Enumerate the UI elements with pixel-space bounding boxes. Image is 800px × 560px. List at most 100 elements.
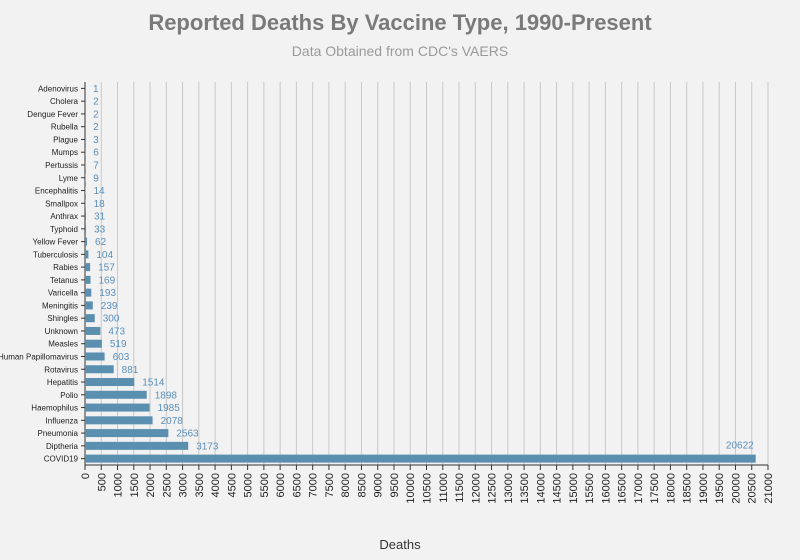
x-tick-label: 17000 — [633, 473, 645, 504]
x-tick-label: 13000 — [503, 473, 515, 504]
y-tick-label: Encephalitis — [35, 187, 78, 196]
bar — [85, 352, 105, 361]
data-label: 1514 — [142, 378, 165, 389]
x-axis-label: Deaths — [379, 537, 421, 552]
y-tick-label: Mumps — [52, 148, 78, 157]
x-tick-label: 18500 — [682, 473, 694, 504]
x-tick-label: 0 — [80, 473, 92, 479]
y-tick-label: Hepatitis — [47, 378, 78, 387]
bar — [85, 339, 102, 348]
x-tick-label: 2500 — [161, 473, 173, 497]
bar — [85, 224, 87, 233]
y-tick-label: Rotavirus — [44, 365, 78, 374]
y-tick-label: Anthrax — [50, 212, 78, 221]
y-tick-label: Pertussis — [45, 161, 78, 170]
bar — [85, 212, 87, 221]
x-tick-label: 500 — [96, 473, 108, 491]
y-tick-label: Cholera — [50, 97, 79, 106]
x-tick-label: 9000 — [373, 473, 385, 497]
data-label: 473 — [108, 326, 125, 337]
y-tick-label: Typhoid — [50, 225, 78, 234]
y-tick-label: Varicella — [48, 289, 79, 298]
y-tick-label: Influenza — [46, 416, 79, 425]
x-tick-label: 16000 — [600, 473, 612, 504]
x-tick-label: 16500 — [617, 473, 629, 504]
data-label: 104 — [96, 250, 113, 261]
x-tick-label: 8500 — [356, 473, 368, 497]
chart-title: Reported Deaths By Vaccine Type, 1990-Pr… — [148, 10, 652, 35]
y-tick-label: COVID19 — [44, 455, 79, 464]
data-label: 31 — [94, 212, 106, 223]
y-tick-label: Tetanus — [50, 276, 78, 285]
y-tick-label: Dengue Fever — [27, 110, 78, 119]
bar — [85, 365, 114, 374]
data-label: 1 — [93, 84, 99, 95]
y-tick-label: Diptheria — [46, 442, 79, 451]
data-label: 193 — [99, 288, 116, 299]
x-tick-label: 14500 — [552, 473, 564, 504]
y-tick-label: Lyme — [59, 174, 79, 183]
y-tick-label: Tuberculosis — [33, 250, 78, 259]
y-tick-label: Pneumonia — [38, 429, 79, 438]
x-tick-label: 12500 — [487, 473, 499, 504]
data-label: 1898 — [155, 390, 178, 401]
bar — [85, 454, 756, 463]
y-tick-label: Measles — [48, 340, 78, 349]
y-tick-label: Plague — [53, 135, 78, 144]
x-tick-label: 19000 — [698, 473, 710, 504]
bar — [85, 378, 135, 387]
x-tick-label: 10500 — [422, 473, 434, 504]
bar — [85, 429, 169, 438]
data-label: 2 — [93, 97, 99, 108]
x-tick-label: 20000 — [730, 473, 742, 504]
x-tick-label: 13500 — [519, 473, 531, 504]
x-tick-label: 14000 — [535, 473, 547, 504]
y-tick-label: Rabies — [53, 263, 78, 272]
x-tick-label: 15500 — [584, 473, 596, 504]
bar — [85, 441, 189, 450]
x-tick-label: 8000 — [340, 473, 352, 497]
x-tick-label: 7500 — [324, 473, 336, 497]
bar — [85, 390, 147, 399]
x-tick-label: 15000 — [568, 473, 580, 504]
x-tick-label: 20500 — [747, 473, 759, 504]
data-label: 33 — [94, 224, 106, 235]
data-label: 2 — [93, 122, 99, 133]
x-tick-label: 11500 — [454, 473, 466, 503]
data-label: 519 — [110, 339, 127, 350]
x-tick-label: 21000 — [763, 473, 775, 504]
data-label: 157 — [98, 263, 115, 274]
x-tick-label: 12000 — [470, 473, 482, 504]
x-tick-label: 3500 — [194, 473, 206, 497]
data-label: 14 — [93, 186, 105, 197]
x-tick-label: 19500 — [714, 473, 726, 504]
bar — [85, 275, 91, 284]
bar — [85, 416, 153, 425]
y-tick-label: Unknown — [45, 327, 78, 336]
bar — [85, 288, 92, 297]
bar — [85, 250, 89, 259]
x-tick-label: 6000 — [275, 473, 287, 497]
x-tick-label: 4000 — [210, 473, 222, 497]
x-tick-label: 1000 — [113, 473, 125, 497]
data-label: 3 — [93, 135, 99, 146]
data-label: 2078 — [161, 416, 184, 427]
x-tick-label: 4500 — [226, 473, 238, 497]
x-tick-label: 7000 — [308, 473, 320, 497]
data-label: 2563 — [176, 429, 199, 440]
data-label: 7 — [93, 160, 99, 171]
bar — [85, 403, 150, 412]
x-tick-label: 17500 — [649, 473, 661, 504]
data-label: 6 — [93, 148, 99, 159]
data-label: 169 — [98, 275, 115, 286]
chart-subtitle: Data Obtained from CDC's VAERS — [291, 43, 509, 59]
x-tick-label: 9500 — [389, 473, 401, 497]
y-tick-label: Rubella — [51, 123, 79, 132]
x-tick-label: 3000 — [178, 473, 190, 497]
x-tick-label: 2000 — [145, 473, 157, 497]
data-label: 603 — [113, 352, 130, 363]
bar — [85, 301, 93, 310]
data-label: 881 — [122, 365, 139, 376]
data-label: 18 — [94, 199, 106, 210]
